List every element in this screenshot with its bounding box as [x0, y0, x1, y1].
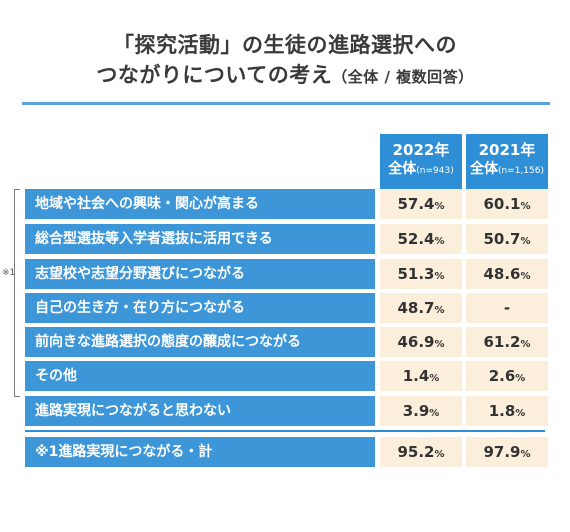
column-year-2021: 2021年	[478, 141, 536, 159]
footnote-mark: ※1	[2, 268, 16, 278]
value-cell-2021: 97.9%	[466, 437, 548, 467]
row-label: 進路実現につながると思わない	[25, 396, 375, 426]
value-number: 1.4	[402, 367, 430, 385]
value-number: 48.7	[397, 299, 435, 317]
value-unit: %	[520, 271, 531, 282]
value-cell-2021: -	[466, 293, 548, 323]
column-year-2022: 2022年	[392, 141, 450, 159]
value-cell-2021: 2.6%	[466, 361, 548, 391]
title-line-1: 「探究活動」の生徒の進路選択への	[113, 33, 457, 57]
value-cell-2022: 1.4%	[380, 361, 462, 391]
value-number: 60.1	[483, 195, 521, 213]
column-header-2021: 2021年 全体(n=1,156)	[466, 134, 548, 190]
value-number: 1.8	[488, 402, 516, 420]
value-cell-2022: 95.2%	[380, 437, 462, 467]
value-number: 95.2	[397, 443, 435, 461]
value-unit: %	[520, 201, 531, 212]
row-label: 志望校や志望分野選びにつながる	[25, 259, 375, 289]
value-number: 46.9	[397, 333, 435, 351]
chart-title: 「探究活動」の生徒の進路選択への つながりについての考え（全体 / 複数回答）	[0, 30, 570, 92]
title-line-2-main: つながりについての考え	[96, 63, 333, 87]
title-line-2-note: （全体 / 複数回答）	[332, 68, 474, 86]
value-unit: %	[434, 449, 445, 460]
value-unit: %	[434, 201, 445, 212]
total-separator	[25, 430, 545, 432]
value-number: -	[503, 299, 511, 317]
value-cell-2021: 61.2%	[466, 327, 548, 357]
value-number: 51.3	[397, 265, 435, 283]
row-label: 自己の生き方・在り方につながる	[25, 293, 375, 323]
value-number: 2.6	[488, 367, 516, 385]
value-cell-2022: 57.4%	[380, 189, 462, 219]
column-header-2022: 2022年 全体(n=943)	[380, 134, 462, 190]
value-unit: %	[429, 373, 440, 384]
row-label: ※1進路実現につながる・計	[25, 437, 375, 467]
value-cell-2021: 50.7%	[466, 224, 548, 254]
value-cell-2021: 1.8%	[466, 396, 548, 426]
column-n-2021: (n=1,156)	[497, 166, 545, 176]
value-unit: %	[434, 271, 445, 282]
column-n-2022: (n=943)	[416, 166, 454, 176]
column-label-2022: 全体	[388, 161, 417, 177]
value-cell-2022: 46.9%	[380, 327, 462, 357]
value-unit: %	[429, 408, 440, 419]
value-unit: %	[520, 449, 531, 460]
column-label-2021: 全体	[469, 161, 498, 177]
row-label: 地域や社会への興味・関心が高まる	[25, 189, 375, 219]
value-unit: %	[434, 236, 445, 247]
title-line-2: つながりについての考え（全体 / 複数回答）	[0, 60, 570, 92]
row-label: 前向きな進路選択の態度の醸成につながる	[25, 327, 375, 357]
footnote-bracket	[14, 189, 20, 397]
value-unit: %	[515, 408, 526, 419]
column-sub-2022: 全体(n=943)	[380, 159, 462, 181]
value-cell-2021: 48.6%	[466, 259, 548, 289]
column-sub-2021: 全体(n=1,156)	[466, 159, 548, 181]
value-number: 61.2	[483, 333, 521, 351]
value-unit: %	[520, 236, 531, 247]
value-unit: %	[515, 373, 526, 384]
value-cell-2022: 51.3%	[380, 259, 462, 289]
value-unit: %	[520, 339, 531, 350]
value-number: 50.7	[483, 230, 521, 248]
value-unit: %	[434, 339, 445, 350]
row-label: その他	[25, 361, 375, 391]
value-number: 52.4	[397, 230, 435, 248]
value-unit: %	[434, 305, 445, 316]
title-underline	[22, 102, 550, 105]
value-cell-2021: 60.1%	[466, 189, 548, 219]
value-number: 3.9	[402, 402, 430, 420]
row-label: 総合型選抜等入学者選抜に活用できる	[25, 224, 375, 254]
value-cell-2022: 3.9%	[380, 396, 462, 426]
value-number: 48.6	[483, 265, 521, 283]
value-number: 57.4	[397, 195, 435, 213]
value-cell-2022: 52.4%	[380, 224, 462, 254]
value-number: 97.9	[483, 443, 521, 461]
value-cell-2022: 48.7%	[380, 293, 462, 323]
